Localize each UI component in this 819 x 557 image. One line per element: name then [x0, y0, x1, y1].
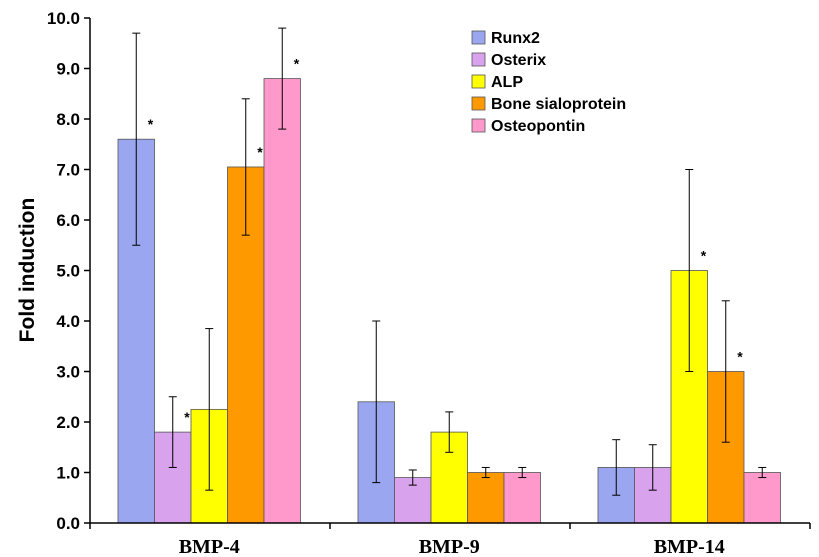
- y-tick-label: 4.0: [56, 312, 80, 331]
- legend-label: Bone sialoprotein: [491, 96, 626, 113]
- y-tick-label: 2.0: [56, 413, 80, 432]
- significance-star: *: [294, 56, 300, 72]
- y-ticks-layer: 0.0 1.0 2.0 3.0 4.0 5.0 6.0 7.0 8.0 9.0 10.0: [47, 9, 90, 533]
- legend-label: Runx2: [491, 30, 540, 47]
- y-tick-label: 5.0: [56, 262, 80, 281]
- significance-markers-layer: * * * * * *: [148, 56, 744, 426]
- significance-star: *: [257, 144, 263, 160]
- legend-swatch: [471, 52, 486, 67]
- y-tick-label: 7.0: [56, 161, 80, 180]
- error-bars-layer: [132, 27, 767, 496]
- significance-star: *: [148, 116, 154, 132]
- y-tick-label: 9.0: [56, 60, 80, 79]
- legend: Runx2 Osterix ALP Bone sialoprotein Osteopon…: [471, 30, 626, 135]
- y-tick-label: 3.0: [56, 363, 80, 382]
- x-tick-label: BMP-9: [419, 536, 480, 557]
- significance-star: *: [701, 248, 707, 264]
- legend-label: Osterix: [491, 52, 546, 69]
- x-tick-label: BMP-14: [654, 536, 725, 557]
- legend-swatch: [471, 74, 486, 89]
- legend-swatch: [471, 96, 486, 111]
- significance-star: *: [737, 349, 743, 365]
- legend-label: Osteopontin: [491, 118, 585, 135]
- x-tick-label: BMP-4: [179, 536, 240, 557]
- y-tick-label: 6.0: [56, 211, 80, 230]
- bar-osteopontin-bmp-9: [503, 472, 541, 524]
- y-tick-label: 1.0: [56, 464, 80, 483]
- legend-swatch: [471, 30, 486, 45]
- y-tick-label: 10.0: [47, 9, 80, 28]
- y-axis-label: Fold induction: [16, 198, 39, 343]
- y-tick-label: 8.0: [56, 110, 80, 129]
- bar-osteopontin-bmp-4: [263, 78, 301, 524]
- bar-osteopontin-bmp-14: [743, 472, 781, 524]
- bar-bone-sialoprotein-bmp-9: [467, 472, 505, 524]
- bars-layer: [117, 78, 781, 524]
- legend-label: ALP: [491, 74, 523, 91]
- x-ticks-layer: BMP-4 BMP-9 BMP-14: [89, 523, 811, 557]
- significance-star: *: [184, 409, 190, 425]
- legend-swatch: [471, 118, 486, 133]
- y-tick-label: 0.0: [56, 514, 80, 533]
